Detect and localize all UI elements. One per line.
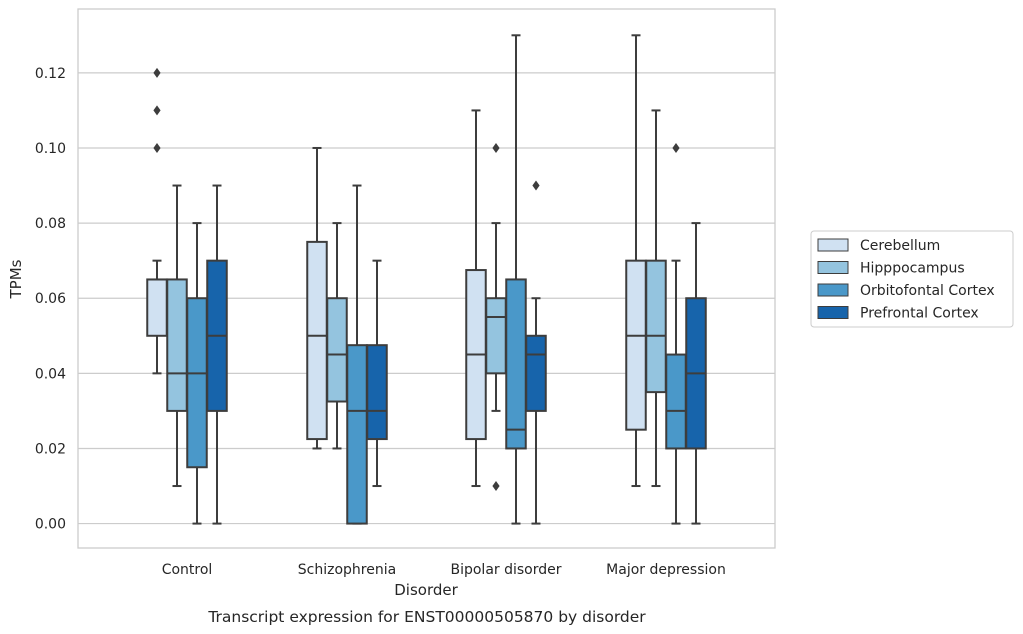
box-orbitofontal-cortex [186, 222, 208, 525]
x-axis-ticks: Control Schizophrenia Bipolar disorder Majo… [162, 562, 726, 578]
chart-caption: Transcript expression for ENST0000050587… [207, 608, 646, 626]
y-tick-label: 0.08 [35, 216, 66, 232]
outlier-point [672, 142, 680, 153]
y-tick-label: 0.12 [35, 66, 66, 82]
box-iqr [366, 344, 388, 441]
box-hipppocampus [485, 142, 507, 492]
box-iqr [326, 297, 348, 403]
box-iqr [485, 297, 507, 375]
boxes [146, 34, 707, 525]
box-cerebellum [625, 34, 647, 488]
box-iqr [166, 278, 188, 412]
legend-swatch [817, 306, 849, 319]
box-cerebellum [146, 67, 168, 375]
legend-label: Hipppocampus [860, 261, 965, 277]
outlier-point [532, 180, 540, 191]
legend-item: Orbitofontal Cortex [817, 283, 995, 299]
y-tick-label: 0.10 [35, 141, 66, 157]
box-iqr [306, 240, 328, 441]
legend-swatch [817, 238, 849, 252]
box-orbitofontal-cortex [665, 142, 687, 525]
x-tick-label: Control [162, 562, 213, 578]
box-iqr [146, 278, 168, 337]
outlier-point [153, 67, 161, 78]
y-tick-label: 0.04 [35, 366, 66, 382]
outlier-point [153, 142, 161, 153]
y-tick-label: 0.02 [35, 441, 66, 457]
box-hipppocampus [645, 109, 667, 488]
box-hipppocampus [166, 184, 188, 488]
box-iqr [186, 297, 208, 469]
outlier-point [153, 105, 161, 116]
legend-label: Orbitofontal Cortex [860, 283, 995, 299]
legend: Cerebellum Hipppocampus Orbitofontal Corte… [810, 230, 1014, 328]
plot-area-frame [77, 8, 776, 549]
box-orbitofontal-cortex [346, 184, 368, 525]
box-hipppocampus [326, 222, 348, 450]
legend-swatch [817, 261, 849, 274]
box-iqr [625, 259, 647, 431]
y-tick-label: 0.06 [35, 291, 66, 307]
legend-item: Cerebellum [817, 238, 940, 254]
legend-swatch [817, 283, 849, 297]
x-tick-label: Bipolar disorder [450, 562, 561, 578]
box-prefrontal-cortex [206, 184, 228, 525]
outlier-point [492, 142, 500, 153]
box-cerebellum [465, 109, 487, 488]
box-prefrontal-cortex [685, 222, 707, 525]
x-tick-label: Schizophrenia [298, 562, 396, 578]
box-iqr [346, 344, 368, 525]
y-tick-label: 0.00 [35, 517, 66, 533]
outlier-point [492, 481, 500, 492]
y-axis-title: TPMs [7, 259, 25, 299]
legend-label: Prefrontal Cortex [860, 306, 979, 322]
box-iqr [505, 278, 527, 450]
box-cerebellum [306, 146, 328, 450]
legend-label: Cerebellum [860, 238, 940, 254]
y-axis-ticks: 0.00 0.02 0.04 0.06 0.08 0.10 0.12 [35, 66, 66, 533]
box-prefrontal-cortex [525, 180, 547, 525]
box-iqr [525, 334, 547, 412]
x-axis-title: Disorder [394, 581, 458, 599]
x-tick-label: Major depression [606, 562, 726, 578]
legend-item: Prefrontal Cortex [817, 306, 979, 322]
box-iqr [645, 259, 667, 394]
box-iqr [665, 353, 687, 450]
box-orbitofontal-cortex [505, 34, 527, 525]
box-prefrontal-cortex [366, 259, 388, 488]
legend-frame [810, 230, 1014, 328]
legend-item: Hipppocampus [817, 261, 965, 277]
